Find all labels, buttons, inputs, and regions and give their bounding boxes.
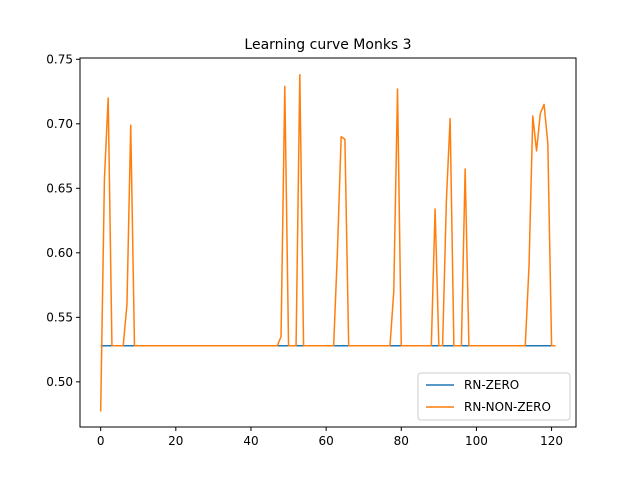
y-tick-label: 0.55: [46, 310, 73, 324]
x-tick-label: 100: [465, 434, 488, 448]
legend-label-rn-non-zero: RN-NON-ZERO: [464, 400, 551, 414]
y-tick-label: 0.70: [46, 117, 73, 131]
x-tick-label: 60: [318, 434, 333, 448]
y-tick-label: 0.60: [46, 246, 73, 260]
x-tick-label: 120: [540, 434, 563, 448]
x-tick-label: 80: [394, 434, 409, 448]
y-tick-label: 0.75: [46, 52, 73, 66]
legend-label-rn-zero: RN-ZERO: [464, 378, 519, 392]
x-tick-label: 40: [243, 434, 258, 448]
plot-area: [99, 74, 556, 412]
legend-box: [417, 372, 571, 421]
x-tick-label: 20: [168, 434, 183, 448]
y-axis: 0.50 0.55 0.60 0.65 0.70 0.75: [46, 52, 80, 389]
x-axis: 0 20 40 60 80 100 120: [97, 427, 563, 448]
axes-frame: [79, 57, 577, 428]
series-line-rn-non-zero: [99, 74, 556, 412]
x-tick-label: 0: [97, 434, 105, 448]
legend: RN-ZERO RN-NON-ZERO: [417, 372, 571, 421]
y-tick-label: 0.65: [46, 181, 73, 195]
y-tick-label: 0.50: [46, 375, 73, 389]
chart-title: Learning curve Monks 3: [244, 37, 411, 53]
